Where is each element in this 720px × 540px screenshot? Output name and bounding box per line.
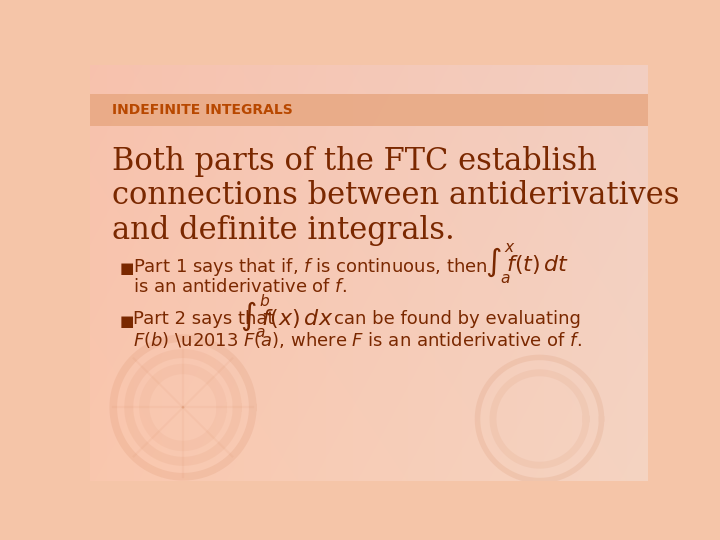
Text: ■: ■ <box>120 314 134 329</box>
Bar <box>90 94 648 126</box>
Text: Both parts of the FTC establish: Both parts of the FTC establish <box>112 146 597 177</box>
Text: is an antiderivative of $\mathit{f}$.: is an antiderivative of $\mathit{f}$. <box>132 278 346 295</box>
Text: ■: ■ <box>120 261 134 276</box>
Text: Part 1 says that if, $\mathit{f}$ is continuous, then: Part 1 says that if, $\mathit{f}$ is con… <box>132 255 487 278</box>
Text: Part 2 says that: Part 2 says that <box>132 310 274 328</box>
Text: $\int_a^b\!\! f(x)\,dx$: $\int_a^b\!\! f(x)\,dx$ <box>240 292 333 340</box>
Text: INDEFINITE INTEGRALS: INDEFINITE INTEGRALS <box>112 103 292 117</box>
Text: $\int_a^x\!\! f(t)\,dt$: $\int_a^x\!\! f(t)\,dt$ <box>485 241 570 286</box>
Text: $\mathit{F}$($\mathit{b}$) \u2013 $\mathit{F}$($\mathit{a}$), where $\mathit{F}$: $\mathit{F}$($\mathit{b}$) \u2013 $\math… <box>132 330 582 350</box>
Text: and definite integrals.: and definite integrals. <box>112 215 454 246</box>
Text: connections between antiderivatives: connections between antiderivatives <box>112 180 679 211</box>
Text: can be found by evaluating: can be found by evaluating <box>334 310 581 328</box>
